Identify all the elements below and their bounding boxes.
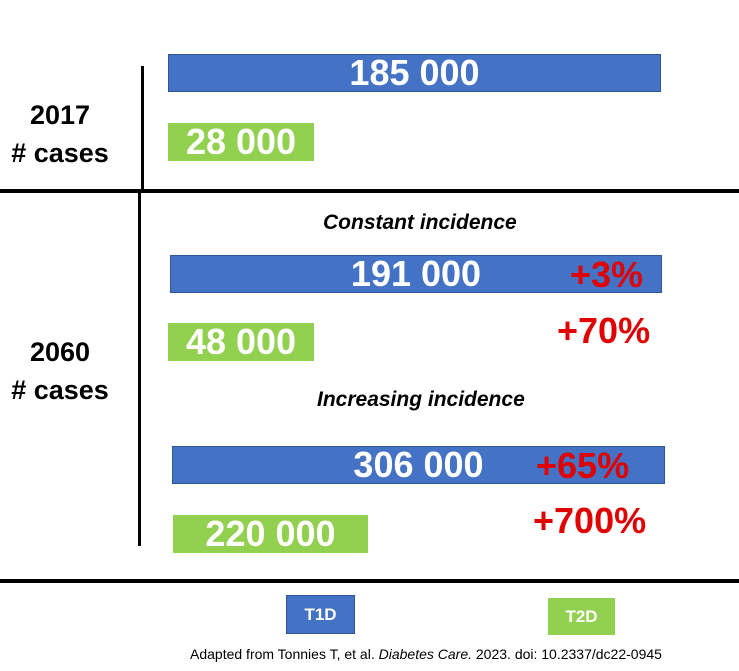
change-label-t2d-constant: +70%	[557, 310, 651, 351]
source-caption: Adapted from Tonnies T, et al. Diabetes …	[190, 646, 662, 662]
change-label-t2d-increasing: +700%	[533, 500, 647, 541]
bar-value-label: 306 000	[353, 444, 484, 485]
axis-line-2060	[138, 192, 141, 546]
year-label-2017: 2017 # cases	[0, 96, 120, 172]
bar-value-label: 191 000	[350, 253, 482, 294]
scenario-heading-constant: Constant incidence	[323, 211, 517, 234]
bar-t1d-2060-constant: 191 000	[170, 253, 662, 294]
year-label: 2017	[29, 100, 91, 130]
bar-t2d-2060-constant: 48 000	[168, 321, 314, 362]
legend-item-t1d: T1D	[286, 595, 355, 634]
bar-t1d-2060-increasing: 306 000	[172, 444, 665, 485]
divider-legend	[0, 579, 739, 583]
bar-value-label: 28 000	[185, 121, 297, 162]
year-label-2060: 2060 # cases	[0, 333, 120, 409]
axis-line-2017	[141, 66, 144, 192]
bar-value-label: 185 000	[349, 52, 480, 93]
caption-journal: Diabetes Care.	[378, 646, 472, 662]
bar-t2d-2017: 28 000	[168, 121, 314, 162]
caption-suffix: 2023. doi: 10.2337/dc22-0945	[472, 646, 662, 662]
change-label-t1d-increasing: +65%	[536, 445, 630, 486]
year-label: 2060	[29, 337, 91, 367]
legend-label: T2D	[565, 606, 598, 626]
cases-label: # cases	[11, 375, 109, 405]
legend-label: T1D	[304, 604, 337, 624]
bar-value-label: 48 000	[185, 321, 297, 362]
caption-prefix: Adapted from Tonnies T, et al.	[190, 646, 379, 662]
cases-label: # cases	[11, 138, 109, 168]
change-label-t1d-constant: +3%	[570, 254, 644, 295]
bar-t2d-2060-increasing: 220 000	[173, 513, 368, 554]
divider-2017-2060	[0, 189, 739, 193]
legend-item-t2d: T2D	[548, 598, 615, 635]
bar-t1d-2017: 185 000	[168, 52, 661, 93]
scenario-heading-increasing: Increasing incidence	[317, 388, 525, 411]
bar-value-label: 220 000	[205, 513, 336, 554]
